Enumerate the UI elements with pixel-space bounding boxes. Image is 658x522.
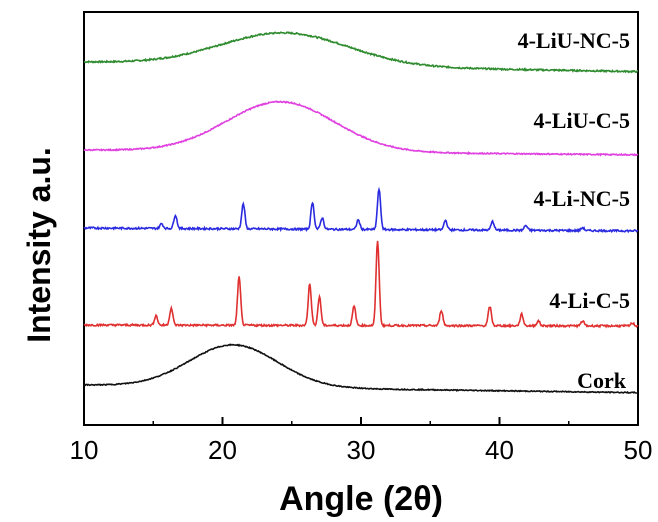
x-tick-label: 30 [347, 435, 376, 465]
series-line-cork [83, 343, 639, 394]
series-line-4-li-c-5 [83, 240, 639, 329]
series-label-4-li-nc-5: 4-Li-NC-5 [533, 186, 630, 211]
y-axis-title: Intensity a.u. [21, 147, 57, 343]
x-axis-ticks: 10 20 30 40 50 [70, 417, 653, 465]
plot-frame [83, 11, 639, 426]
x-tick-label: 10 [70, 435, 99, 465]
plot-area [83, 11, 639, 426]
x-axis-title: Angle (2θ) [279, 480, 443, 518]
series-label-cork: Cork [577, 368, 627, 393]
series-line-4-liu-c-5 [83, 100, 638, 157]
x-tick-label: 40 [485, 435, 514, 465]
series-label-4-li-c-5: 4-Li-C-5 [549, 288, 630, 313]
series-labels: 4-LiU-NC-5 4-LiU-C-5 4-Li-NC-5 4-Li-C-5 Cork [518, 28, 630, 393]
series-line-4-liu-nc-5 [83, 31, 639, 74]
series-line-4-li-nc-5 [83, 186, 639, 234]
series-label-4-liu-nc-5: 4-LiU-NC-5 [518, 28, 630, 53]
x-tick-label: 50 [624, 435, 653, 465]
series-layer [83, 31, 639, 394]
x-tick-label: 20 [208, 435, 237, 465]
series-label-4-liu-c-5: 4-LiU-C-5 [533, 108, 630, 133]
